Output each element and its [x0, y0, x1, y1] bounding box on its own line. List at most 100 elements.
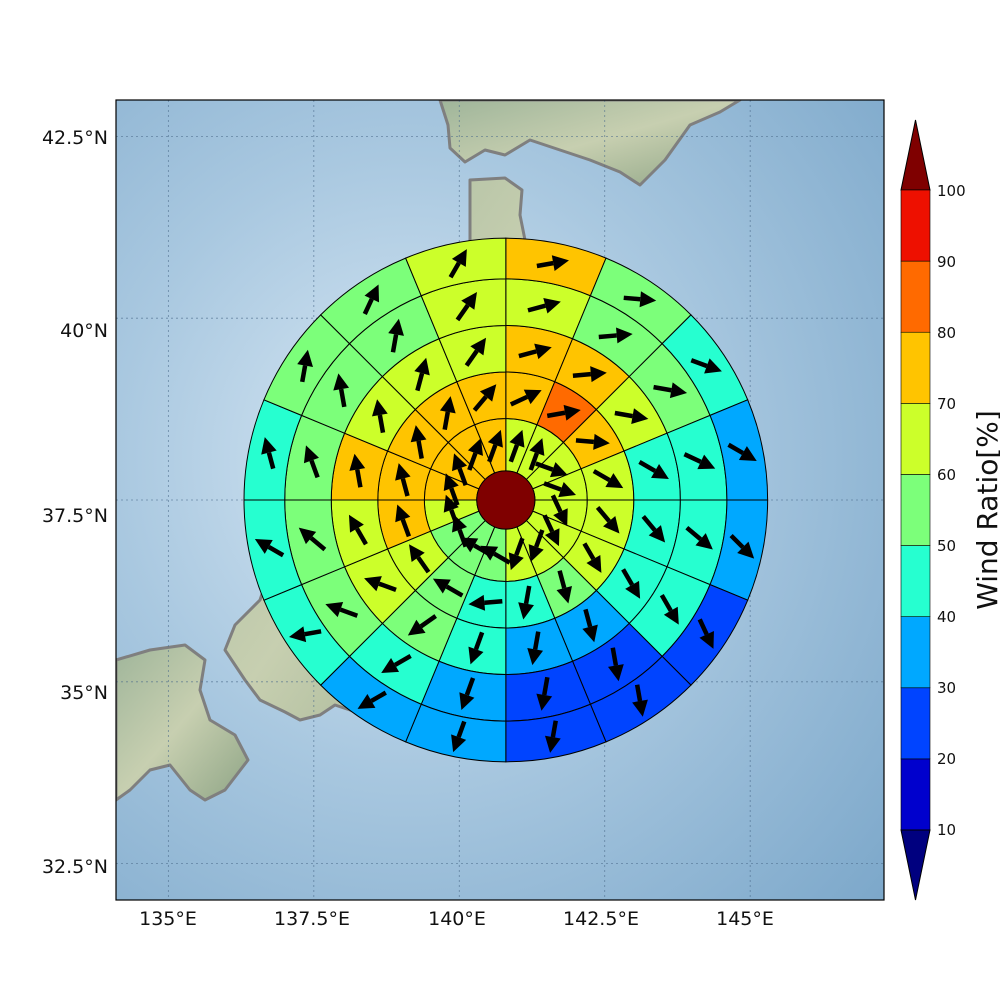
wind-arrow-r1-s7 — [508, 537, 525, 571]
arrow-shaft — [697, 618, 709, 636]
arrow-shaft — [528, 452, 539, 471]
wind-arrow-r2-s10 — [408, 544, 431, 574]
arrow-shaft — [355, 527, 368, 546]
colorbar-block-3 — [900, 545, 931, 617]
wind-arrow-r2-s8 — [468, 594, 503, 611]
cb-tick-20: 20 — [937, 750, 956, 768]
arrow-head — [364, 576, 382, 592]
arrow-head — [558, 482, 577, 498]
wind-arrow-r2-s13 — [410, 425, 427, 459]
wind-arrow-r3-s15 — [464, 337, 487, 367]
wind-arrow-r4-s11 — [298, 527, 327, 552]
wind-arrow-r3-s12 — [349, 453, 366, 488]
arrow-head — [371, 399, 388, 417]
arrow-shaft — [445, 584, 464, 598]
wind-arrow-r2-s14 — [439, 396, 456, 431]
wind-arrow-r2-s0 — [509, 389, 542, 407]
arrow-shaft — [304, 629, 322, 637]
colorbar-over-triangle — [900, 119, 931, 191]
arrow-head — [563, 404, 581, 421]
arrow-shaft — [514, 537, 525, 556]
arrow-head — [381, 658, 400, 673]
arrow-head — [298, 527, 317, 545]
arrow-shaft — [546, 410, 566, 419]
wind-arrow-r5-s5 — [697, 618, 714, 649]
wind-arrow-r3-s9 — [407, 614, 437, 636]
cb-tick-10: 10 — [937, 821, 956, 839]
arrow-shaft — [473, 631, 485, 651]
arrow-head — [704, 358, 722, 374]
arrow-head — [738, 446, 757, 462]
colorbar-blocks — [900, 189, 931, 831]
arrow-shaft — [527, 303, 546, 313]
wind-arrow-r1-s0 — [508, 429, 525, 463]
wind-arrow-r4-s6 — [608, 647, 624, 682]
colorbar-title: Wind Ratio[%] — [971, 410, 1000, 610]
arrow-head — [443, 494, 459, 513]
arrow-head — [536, 693, 553, 711]
arrow-shaft — [523, 585, 532, 605]
arrow-head — [648, 525, 666, 543]
arrow-shaft — [266, 452, 276, 470]
wind-arrow-r1-s12 — [443, 473, 460, 506]
wind-arrow-r5-s4 — [729, 533, 755, 559]
arrow-shaft — [339, 607, 359, 618]
wind-arrow-r2-s9 — [432, 578, 464, 598]
lat-tick-40: 40°N — [60, 320, 108, 342]
wind-arrows — [254, 249, 757, 753]
arrow-head — [432, 578, 451, 594]
wind-arrow-r3-s7 — [527, 631, 544, 666]
wind-arrow-r1-s11 — [443, 494, 460, 528]
arrow-shaft — [442, 411, 451, 431]
arrow-shaft — [595, 505, 611, 523]
arrow-head — [605, 473, 624, 489]
colorbar: 10 20 30 40 50 60 70 80 90 100 Wind Rati… — [900, 119, 1000, 901]
arrow-head — [544, 735, 561, 753]
arrow-shaft — [641, 515, 657, 532]
arrow-shaft — [457, 528, 468, 548]
arrow-head — [487, 429, 503, 448]
wind-arrow-r4-s3 — [683, 452, 716, 470]
arrow-head — [408, 544, 425, 562]
cb-tick-60: 60 — [937, 466, 956, 484]
arrow-head — [414, 357, 430, 376]
wind-arrow-r3-s4 — [641, 515, 666, 543]
arrow-shaft — [464, 677, 476, 696]
arrow-head — [699, 631, 714, 649]
arrow-shaft — [416, 440, 424, 459]
arrow-head — [333, 373, 350, 391]
colorbar-block-7 — [900, 260, 931, 333]
colorbar-block-1 — [900, 687, 931, 760]
arrow-head — [669, 382, 688, 399]
arrow-head — [697, 454, 716, 470]
arrow-shaft — [362, 298, 374, 315]
colorbar-block-4 — [900, 474, 931, 546]
arrow-shaft — [557, 570, 567, 589]
wind-arrow-r1-s13 — [452, 453, 468, 487]
arrow-shaft — [542, 676, 550, 696]
wind-arrow-r4-s13 — [333, 373, 350, 408]
lon-tick-142-5: 142.5°E — [563, 908, 639, 930]
arrow-shaft — [638, 460, 657, 473]
arrow-head — [443, 473, 459, 492]
wind-arrow-r2-s7 — [518, 585, 534, 620]
hokkaido-land — [438, 100, 742, 187]
arrow-shaft — [370, 690, 387, 703]
arrow-shaft — [683, 452, 702, 464]
wind-arrow-r3-s10 — [364, 576, 397, 592]
arrow-head — [451, 249, 467, 267]
lon-tick-140: 140°E — [428, 908, 486, 930]
colorbar-tick-labels: 10 20 30 40 50 60 70 80 90 100 — [937, 182, 966, 839]
arrow-head — [631, 408, 649, 425]
wind-arrow-r1-s2 — [535, 461, 568, 478]
arrow-shaft — [493, 551, 511, 565]
arrow-shaft — [659, 594, 673, 612]
arrow-head — [544, 528, 560, 547]
cb-tick-50: 50 — [937, 537, 956, 555]
wind-arrow-r5-s8 — [451, 720, 467, 753]
arrow-shaft — [455, 303, 470, 322]
arrow-head — [303, 445, 319, 464]
colorbar-block-2 — [900, 616, 931, 689]
arrow-head — [364, 284, 380, 303]
arrow-head — [325, 602, 344, 618]
